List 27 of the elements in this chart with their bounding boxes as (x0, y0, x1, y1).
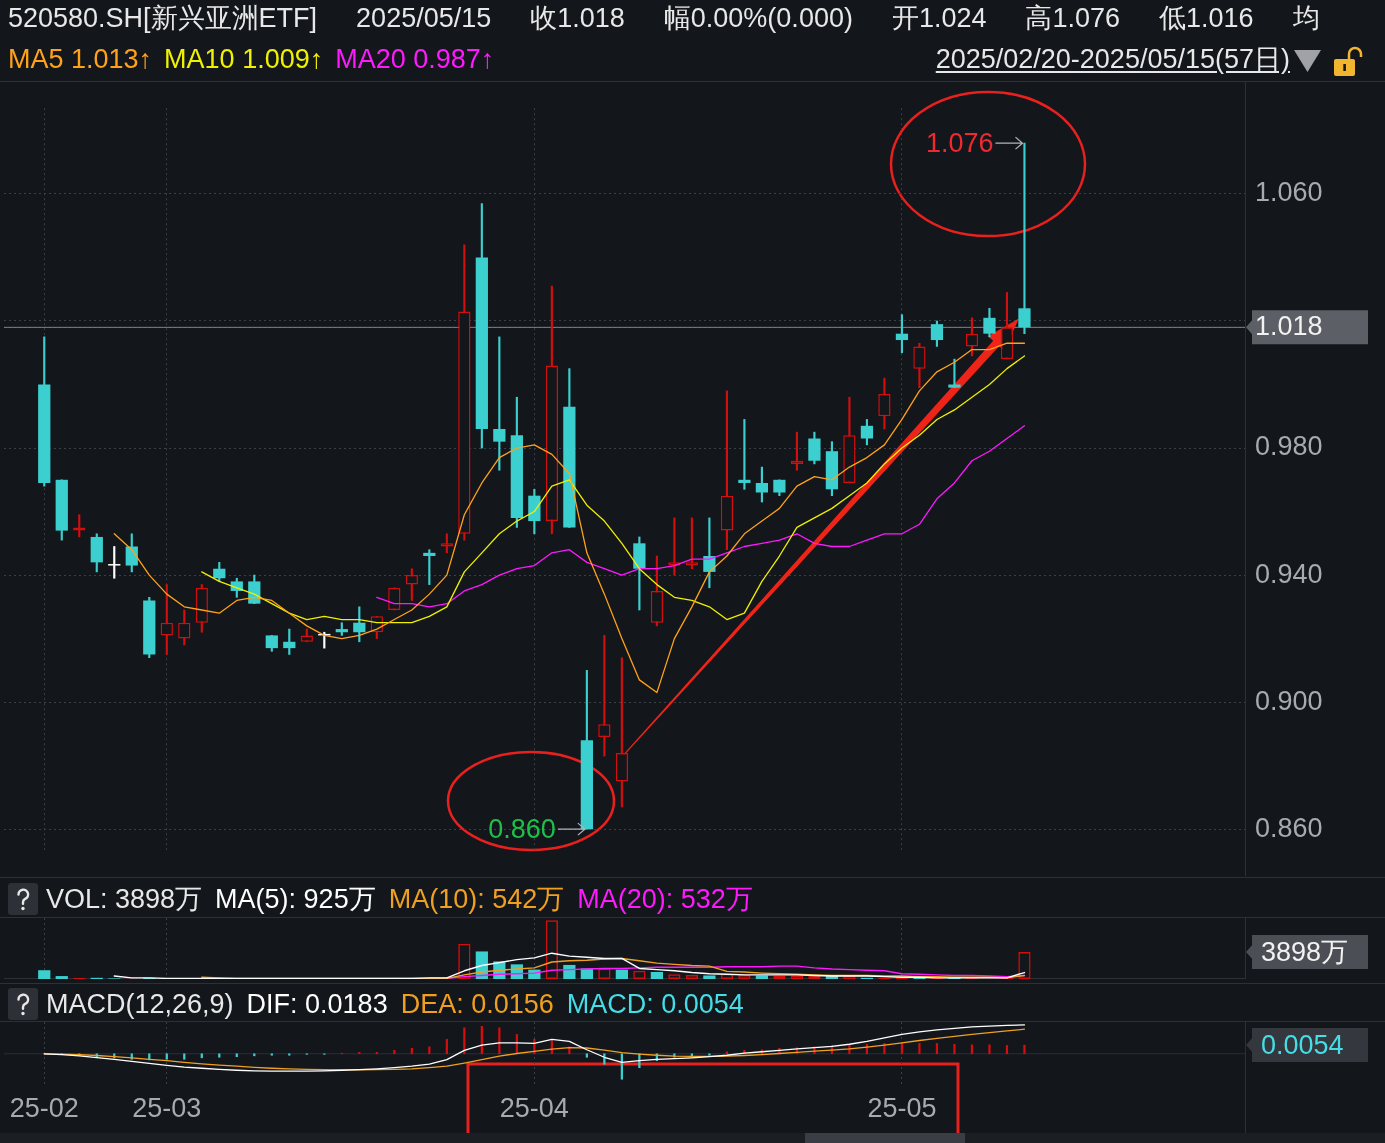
series-label: MA(10): 542万 (388, 882, 565, 916)
y-tick-label: 0.860 (1255, 812, 1323, 843)
y-tick-label: 0.900 (1255, 685, 1323, 716)
annotation: 0.860 (488, 813, 556, 844)
text: MA(5): 925万 (215, 882, 376, 916)
series-label: MACD: 0.0054 (566, 987, 744, 1021)
x-tick-label: 25-03 (132, 1092, 202, 1123)
text: 3898万 (1246, 935, 1368, 969)
series-label: DEA: 0.0156 (400, 987, 554, 1021)
chart-title: 520580.SH[新兴亚洲ETF] 2025/05/15 收1.018 幅0.00%(0.000) 开1.024 高1.076 低1.016 均 (8, 2, 1320, 35)
x-tick-label: 25-02 (9, 1092, 79, 1123)
series-label: DIF: 0.0183 (246, 987, 388, 1021)
y-tick-label: 0.940 (1255, 558, 1323, 589)
annotation: 1.076 (925, 127, 994, 158)
chart-title: VOL: 3898万 (46, 882, 203, 916)
x-tick-label: 25-04 (499, 1092, 569, 1123)
text: 2025/02/20-2025/05/15(57日) (935, 43, 1290, 76)
text: MA5 1.013↑ (8, 43, 153, 76)
series-label: MA(20): 532万 (577, 882, 753, 916)
text: 0.0054 (1246, 1028, 1368, 1062)
y-tick-label: 0.980 (1255, 431, 1323, 462)
text: MA20 0.987↑ (335, 43, 495, 76)
y-tick-label: 1.060 (1255, 177, 1323, 208)
text: MA10 1.009↑ (164, 43, 324, 76)
y-tick-label: 1.018 (1255, 310, 1323, 341)
chart-title: MACD(12,26,9) (46, 987, 234, 1021)
x-tick-label: 25-05 (867, 1092, 937, 1123)
